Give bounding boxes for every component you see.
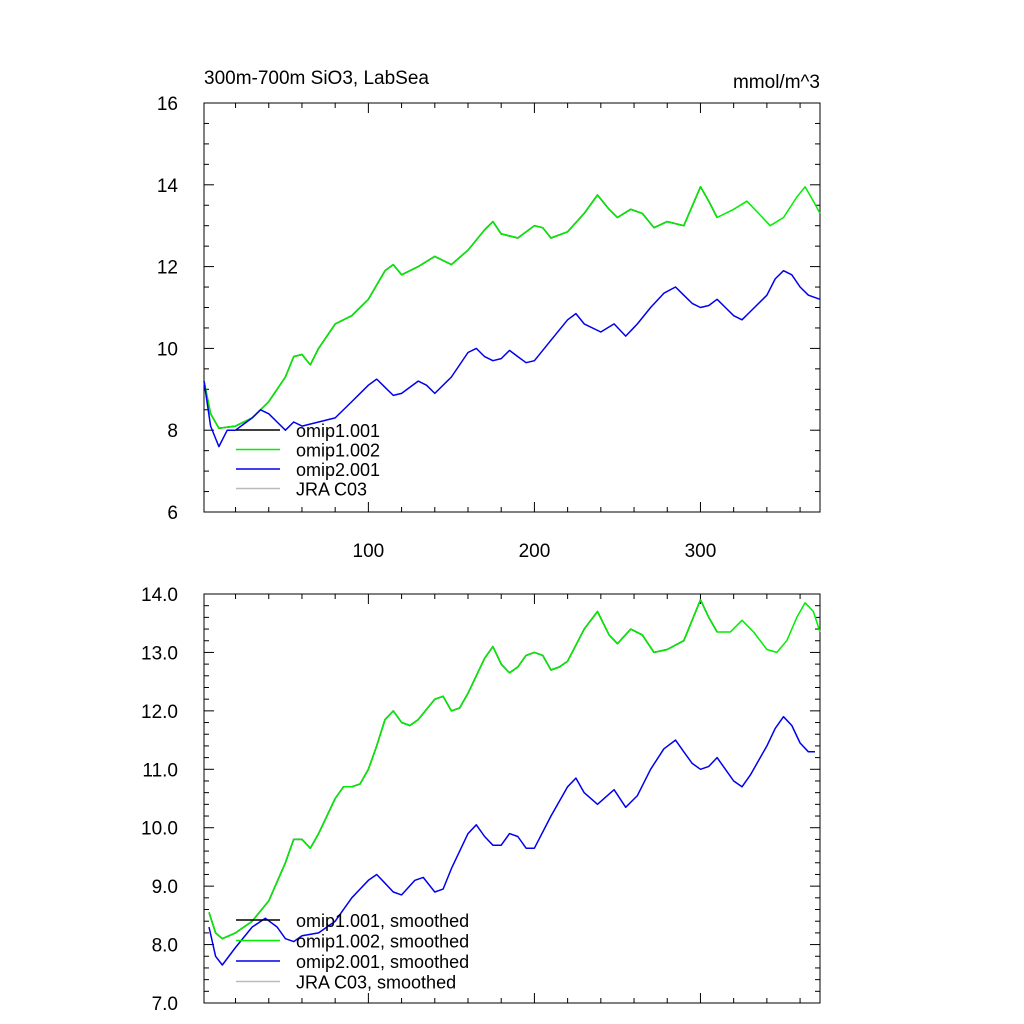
bottom-y-tick-label: 13.0 [141,643,178,664]
top-y-tick-label: 14 [157,176,179,197]
top-chart-units: mmol/m^3 [733,72,820,93]
bottom-legend-label: JRA C03, smoothed [296,973,456,993]
bottom-panel: 7.0 8.0 9.0 10.0 11.0 12.0 13.0 14.0 omip1.001, … [141,585,821,1015]
bottom-chart-marks: 7.0 8.0 9.0 10.0 11.0 12.0 13.0 14.0 omip1.001, … [141,585,821,1015]
bottom-y-tick-label: 7.0 [152,994,178,1015]
top-chart-marks: 6 8 10 12 14 16 100 200 300 omip1.001omip1.002omi… [157,94,821,562]
top-legend-label: omip1.001 [296,421,380,441]
top-chart-title: 300m-700m SiO3, LabSea [204,68,429,89]
top-x-tick-label: 300 [685,541,717,562]
bottom-legend-label: omip2.001, smoothed [296,952,469,972]
bottom-y-tick-label: 10.0 [141,819,178,840]
bottom-plot-frame [203,593,821,1004]
top-y-tick-label: 16 [157,94,178,115]
bottom-series-line-2 [208,715,815,966]
bottom-series-line-1 [208,599,821,940]
top-series-line-1 [203,186,821,429]
bottom-legend-label: omip1.002, smoothed [296,932,469,952]
top-series-line-2 [203,269,821,448]
top-y-tick-label: 12 [157,258,178,279]
top-series-line-0 [203,186,718,429]
bottom-legend-label: omip1.001, smoothed [296,911,469,931]
bottom-series-line-0 [208,599,718,940]
bottom-y-tick-label: 8.0 [152,936,178,957]
top-legend-label: omip2.001 [296,460,380,480]
bottom-y-tick-label: 9.0 [152,877,178,898]
bottom-y-tick-label: 11.0 [142,760,178,781]
top-x-tick-label: 200 [519,541,551,562]
top-x-tick-label: 100 [353,541,385,562]
top-legend-label: JRA C03 [296,480,367,500]
top-panel: 300m-700m SiO3, LabSea mmol/m^3 6 8 10 12 14… [157,68,821,562]
bottom-y-tick-label: 14.0 [141,585,178,606]
top-y-tick-label: 10 [157,339,178,360]
bottom-y-tick-label: 12.0 [141,702,178,723]
top-y-tick-label: 8 [167,421,178,442]
top-y-tick-label: 6 [167,503,178,524]
top-legend-label: omip1.002 [296,441,380,461]
